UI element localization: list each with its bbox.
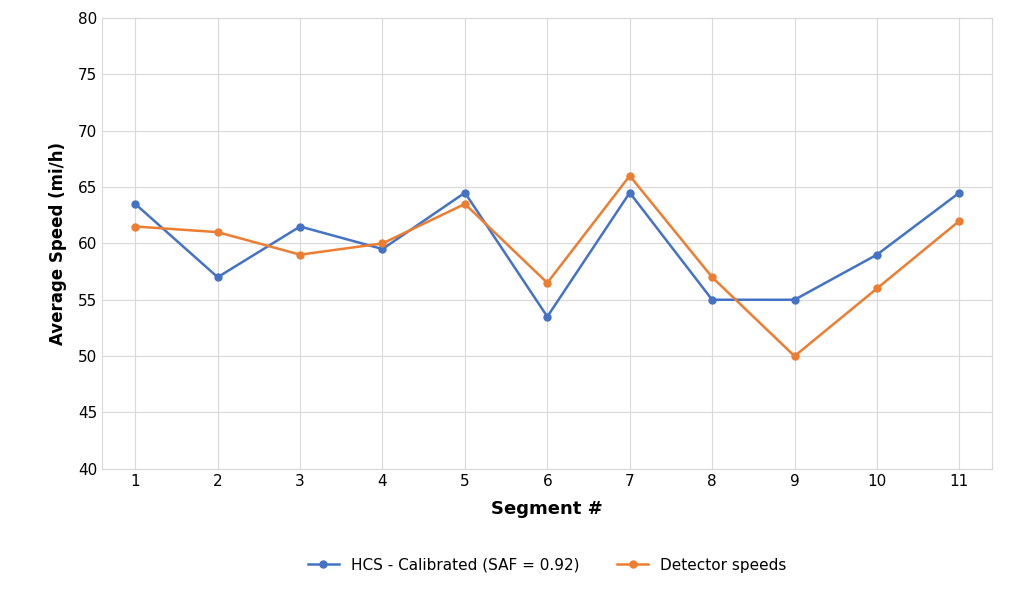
Line: HCS - Calibrated (SAF = 0.92): HCS - Calibrated (SAF = 0.92) [132, 189, 963, 320]
HCS - Calibrated (SAF = 0.92) [458, 189, 471, 197]
Line: Detector speeds: Detector speeds [132, 172, 963, 359]
HCS - Calibrated (SAF = 0.92) [789, 296, 801, 304]
Legend: HCS - Calibrated (SAF = 0.92), Detector speeds: HCS - Calibrated (SAF = 0.92), Detector … [308, 558, 787, 573]
HCS - Calibrated (SAF = 0.92) [376, 245, 389, 252]
HCS - Calibrated (SAF = 0.92) [624, 189, 636, 197]
HCS - Calibrated (SAF = 0.92) [541, 313, 553, 320]
Detector speeds [294, 251, 306, 258]
HCS - Calibrated (SAF = 0.92) [294, 223, 306, 230]
Detector speeds [706, 273, 718, 281]
HCS - Calibrated (SAF = 0.92) [871, 251, 883, 258]
Detector speeds [871, 285, 883, 292]
HCS - Calibrated (SAF = 0.92) [953, 189, 966, 197]
X-axis label: Segment #: Segment # [491, 500, 604, 517]
HCS - Calibrated (SAF = 0.92) [129, 200, 141, 207]
Detector speeds [458, 200, 471, 207]
Y-axis label: Average Speed (mi/h): Average Speed (mi/h) [49, 142, 66, 345]
Detector speeds [541, 279, 553, 287]
Detector speeds [212, 228, 224, 236]
Detector speeds [129, 223, 141, 230]
HCS - Calibrated (SAF = 0.92) [212, 273, 224, 281]
Detector speeds [953, 217, 966, 224]
Detector speeds [376, 240, 389, 247]
Detector speeds [624, 172, 636, 179]
HCS - Calibrated (SAF = 0.92) [706, 296, 718, 304]
Detector speeds [789, 352, 801, 359]
